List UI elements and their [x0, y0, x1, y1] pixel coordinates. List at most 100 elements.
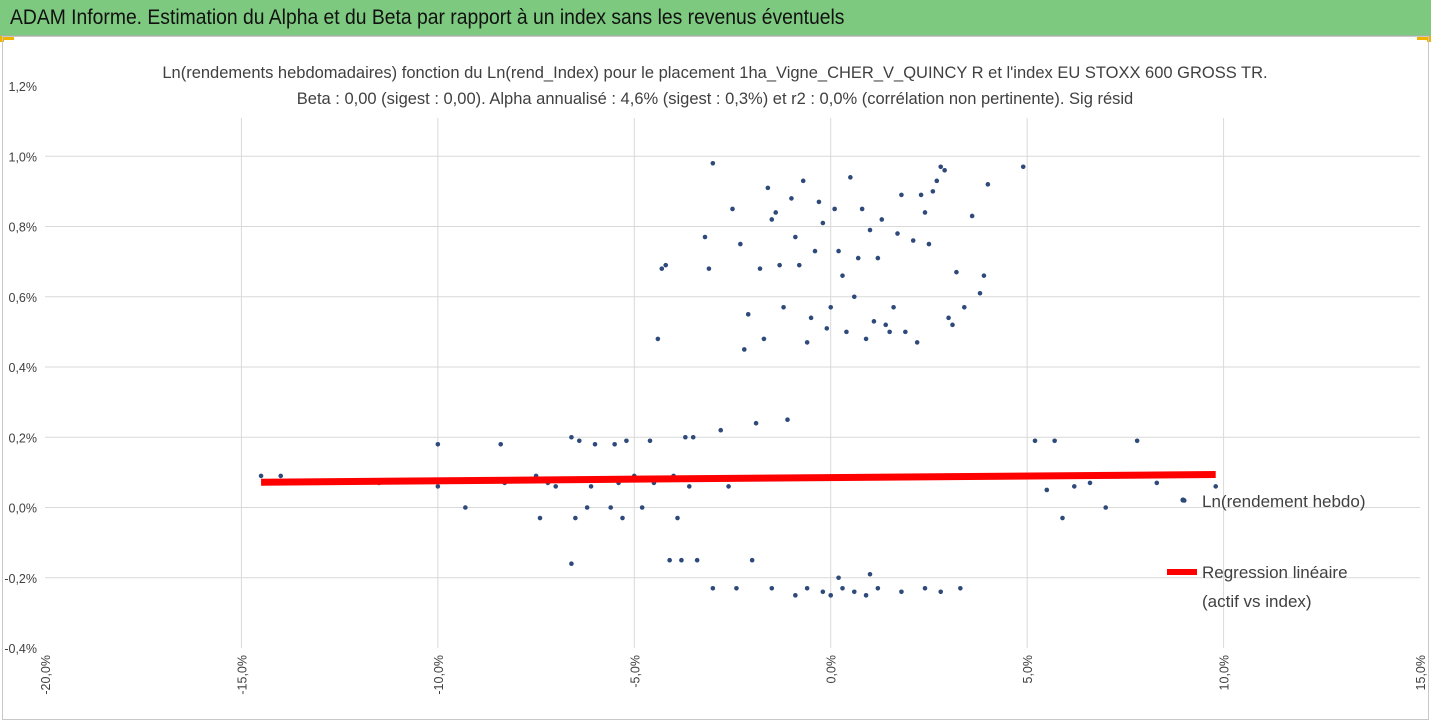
chart-frame	[2, 36, 1429, 720]
data-point	[812, 248, 818, 254]
chart-subtitle: Beta : 0,00 (sigest : 0,00). Alpha annua…	[296, 90, 1134, 108]
x-tick-label: 10,0%	[1218, 655, 1232, 690]
data-point	[785, 417, 790, 422]
data-point	[588, 484, 594, 489]
data-point	[891, 304, 896, 310]
corner-accent-top-right	[1417, 36, 1431, 40]
data-point	[867, 571, 873, 577]
data-point	[761, 336, 767, 342]
data-point	[726, 484, 731, 489]
data-point	[573, 515, 578, 521]
data-point	[926, 241, 932, 247]
data-point	[710, 160, 716, 166]
data-point	[1044, 487, 1050, 493]
data-point	[769, 217, 775, 222]
x-tick-label: 0,0%	[825, 655, 839, 684]
data-point	[569, 561, 574, 566]
data-point	[934, 178, 940, 184]
data-point	[537, 515, 543, 521]
data-point	[576, 438, 582, 444]
data-point	[710, 585, 716, 591]
data-point	[848, 175, 853, 180]
data-point	[647, 438, 653, 444]
y-tick-label: 0,2%	[9, 431, 38, 445]
corner-accent-top-left	[0, 36, 14, 40]
regression-line	[261, 470, 1216, 486]
data-point	[914, 340, 920, 345]
data-point	[863, 336, 869, 342]
data-point	[435, 484, 441, 489]
data-point	[895, 231, 900, 236]
data-point	[1020, 164, 1026, 170]
data-point	[930, 189, 936, 194]
x-tick-label: -5,0%	[628, 655, 642, 688]
data-point	[706, 266, 712, 271]
data-point	[1060, 515, 1065, 521]
data-point	[612, 441, 617, 447]
data-point	[910, 238, 916, 243]
data-point	[1087, 480, 1093, 486]
data-point	[675, 515, 680, 521]
data-point	[883, 322, 889, 328]
data-point	[683, 434, 688, 440]
data-point	[789, 196, 794, 201]
data-point	[950, 322, 955, 328]
data-point	[899, 589, 904, 595]
data-point	[796, 262, 802, 268]
data-point	[855, 255, 861, 261]
data-point	[863, 593, 869, 598]
data-point	[828, 304, 834, 310]
legend-markers	[1167, 497, 1197, 575]
report-title: ADAM Informe. Estimation du Alpha et du …	[10, 6, 845, 29]
data-point	[922, 585, 928, 591]
data-point	[804, 585, 810, 591]
data-point	[938, 589, 944, 595]
data-point	[690, 434, 696, 440]
data-point	[624, 438, 629, 444]
data-point	[820, 220, 826, 226]
x-tick-label: -20,0%	[39, 655, 53, 695]
corner-accent-top-right-side	[1427, 36, 1431, 42]
data-point	[871, 319, 877, 324]
chart-title: Ln(rendements hebdomadaires) fonction du…	[162, 64, 1268, 82]
data-point	[836, 248, 841, 254]
data-point	[859, 206, 865, 212]
data-point	[584, 505, 590, 510]
data-point	[620, 515, 625, 521]
data-point	[757, 266, 763, 271]
data-point	[745, 312, 751, 317]
y-tick-label: 0,8%	[9, 221, 38, 235]
data-point	[820, 589, 826, 595]
data-point	[851, 294, 857, 300]
data-point	[694, 557, 700, 563]
data-point	[659, 266, 665, 271]
data-point	[903, 329, 908, 335]
data-point	[961, 304, 967, 310]
x-tick-label: -10,0%	[432, 655, 446, 695]
y-tick-labels: -0,4% -0,2% 0,0% 0,2% 0,4% 0,6% 0,8% 1,0% 1,2%	[4, 80, 37, 656]
data-point	[769, 585, 775, 591]
data-point	[828, 593, 834, 598]
x-tick-label: -15,0%	[235, 655, 249, 695]
data-point	[749, 557, 755, 563]
x-tick-label: 15,0%	[1414, 655, 1428, 690]
data-point	[840, 273, 845, 278]
data-point	[639, 505, 645, 510]
x-tick-label: 5,0%	[1021, 655, 1035, 684]
data-point	[867, 227, 873, 233]
data-point	[777, 262, 782, 268]
data-point	[569, 434, 574, 440]
legend-label-scatter: Ln(rendement hebdo)	[1202, 492, 1366, 511]
data-point	[946, 315, 951, 321]
data-point	[938, 164, 944, 170]
data-point	[718, 427, 724, 433]
report-banner: ADAM Informe. Estimation du Alpha et du …	[0, 0, 1431, 36]
y-tick-label: 1,0%	[9, 150, 38, 164]
y-tick-label: 0,4%	[9, 361, 38, 375]
data-point	[1213, 484, 1219, 489]
data-point	[655, 336, 661, 342]
data-point	[836, 575, 841, 581]
x-tick-labels: -20,0% -15,0% -10,0% -5,0% 0,0% 5,0% 10,0% 15,0…	[39, 655, 1428, 695]
data-point	[1032, 438, 1038, 444]
